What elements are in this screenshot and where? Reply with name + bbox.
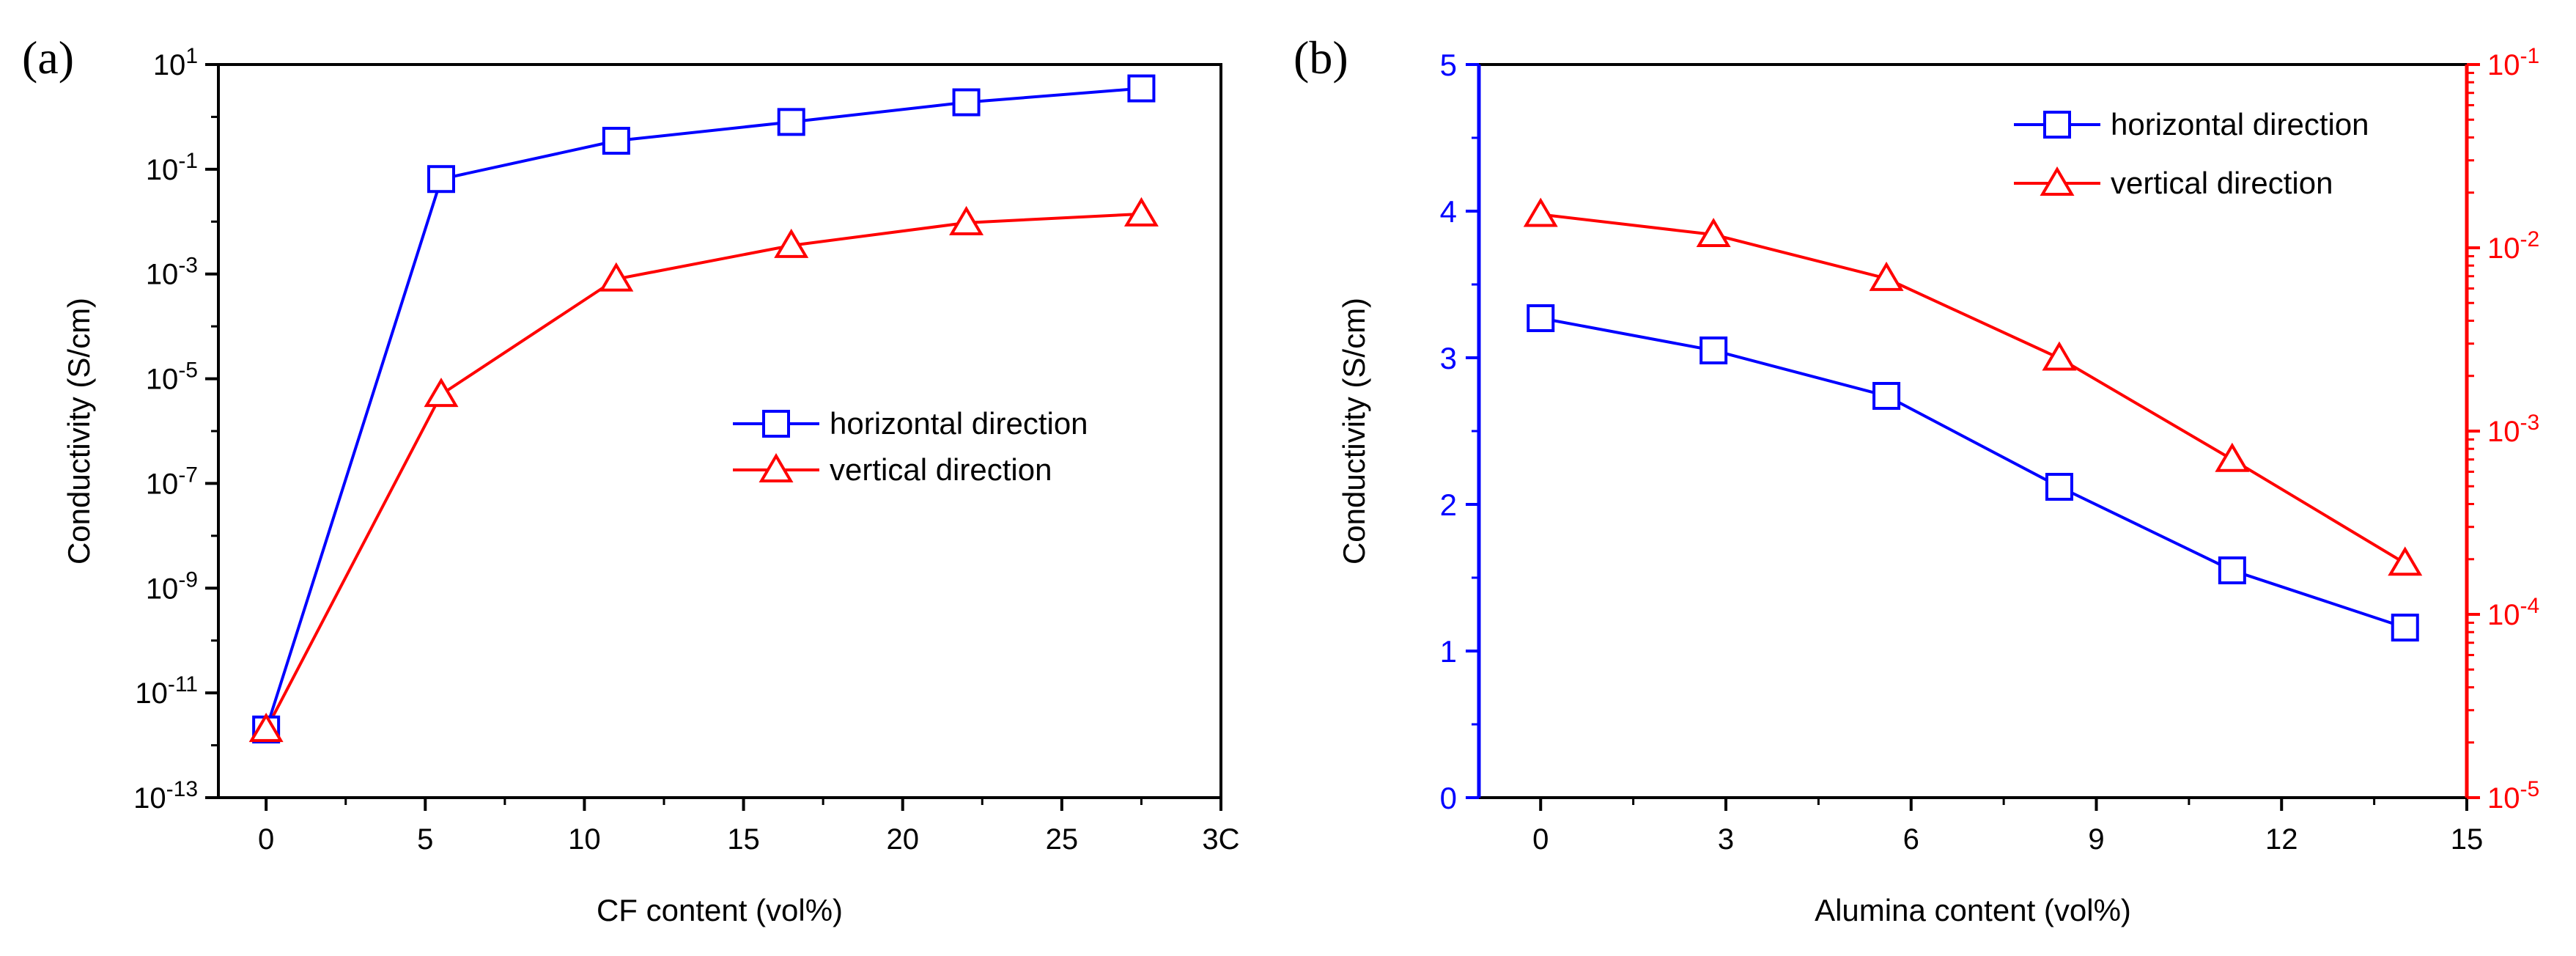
panel-a-x-tick-label: 15 bbox=[727, 823, 760, 856]
panel-b-legend-label: horizontal direction bbox=[2111, 107, 2369, 141]
panel-b-point-vertical bbox=[2215, 442, 2250, 472]
panel-b-right-y-tick-label: 10-5 bbox=[2487, 777, 2539, 815]
panel-a-series-line-0 bbox=[265, 87, 1142, 730]
panel-b-point-vertical bbox=[2388, 546, 2423, 576]
panel-b-series-line-0 bbox=[1540, 317, 2406, 629]
panel-a-point-horizontal bbox=[777, 108, 805, 136]
panel-a-legend-label: horizontal direction bbox=[830, 406, 1088, 441]
panel-a-label: (a) bbox=[22, 32, 74, 84]
panel-b-point-vertical bbox=[1696, 218, 1731, 248]
panel-b-legend-marker bbox=[2043, 111, 2071, 139]
panel-a-x-tick-label: 3C bbox=[1202, 823, 1239, 856]
panel-b-legend-label: vertical direction bbox=[2111, 166, 2333, 200]
panel-b-legend: horizontal direction vertical direction bbox=[2014, 107, 2369, 200]
panel-a-point-vertical bbox=[949, 205, 984, 235]
panel-a-markers bbox=[248, 74, 1159, 744]
panel-a-y-tick-label: 101 bbox=[153, 44, 198, 81]
panel-a-legend: horizontal direction vertical direction bbox=[733, 406, 1088, 487]
panel-b-point-horizontal bbox=[2218, 556, 2246, 584]
panel-a: (a) 0 5 10 15 20 25 3C 10-13 10-11 10-9 10-7 10-5 10… bbox=[22, 32, 1240, 927]
panel-b-right-y-tick-label: 10-3 bbox=[2487, 411, 2539, 448]
panel-a-x-tick-label: 10 bbox=[568, 823, 601, 856]
panel-b-point-horizontal bbox=[2391, 614, 2419, 641]
panel-b-y-axis-label: Conductivity (S/cm) bbox=[1337, 298, 1371, 565]
panel-a-legend-marker bbox=[762, 410, 790, 438]
panel-b-left-y-tick-label: 0 bbox=[1440, 781, 1457, 815]
panel-b-label: (b) bbox=[1293, 32, 1348, 84]
panel-a-y-axis-label: Conductivity (S/cm) bbox=[62, 298, 96, 565]
panel-b-right-y-tick-label: 10-1 bbox=[2487, 44, 2539, 81]
panel-b-left-y-tick-label: 2 bbox=[1440, 488, 1457, 522]
panel-a-x-tick-label: 25 bbox=[1046, 823, 1079, 856]
panel-a-point-vertical bbox=[774, 228, 809, 258]
panel-b-right-y-tick-label: 10-2 bbox=[2487, 227, 2539, 265]
panel-a-point-vertical bbox=[424, 378, 459, 408]
panel-a-y-tick-label: 10-9 bbox=[146, 567, 198, 605]
panel-a-y-tick-label: 10-1 bbox=[146, 149, 198, 186]
panel-a-ticks: 0 5 10 15 20 25 3C 10-13 10-11 10-9 10-7 10-5 10-3 10… bbox=[133, 44, 1239, 856]
panel-b-right-y-tick-label: 10-4 bbox=[2487, 594, 2539, 631]
panel-b-series-line-1 bbox=[1540, 213, 2406, 565]
panel-a-point-horizontal bbox=[1127, 74, 1156, 103]
panel-a-x-tick-label: 20 bbox=[886, 823, 919, 856]
panel-a-y-tick-label: 10-13 bbox=[133, 777, 198, 815]
panel-a-legend-marker bbox=[759, 453, 794, 482]
panel-b-left-y-tick-label: 4 bbox=[1440, 194, 1457, 229]
panel-a-point-vertical bbox=[599, 262, 634, 292]
panel-b-left-y-tick-label: 3 bbox=[1440, 341, 1457, 375]
panel-b-x-tick-label: 15 bbox=[2451, 823, 2484, 856]
panel-a-x-axis-label: CF content (vol%) bbox=[597, 893, 843, 927]
panel-b-legend-marker bbox=[2040, 166, 2075, 196]
panel-b-x-tick-label: 12 bbox=[2265, 823, 2298, 856]
panel-b-point-horizontal bbox=[1872, 382, 1901, 410]
panel-b-x-tick-label: 3 bbox=[1718, 823, 1734, 856]
panel-a-series-lines bbox=[265, 87, 1142, 730]
panel-b-point-horizontal bbox=[1527, 304, 1555, 332]
panel-a-x-tick-label: 0 bbox=[258, 823, 274, 856]
panel-b-point-vertical bbox=[2042, 341, 2077, 371]
panel-a-x-tick-label: 5 bbox=[417, 823, 433, 856]
panel-a-point-vertical bbox=[248, 713, 284, 743]
panel-b-x-tick-label: 0 bbox=[1532, 823, 1549, 856]
panel-a-point-vertical bbox=[1123, 196, 1159, 227]
panel-a-point-horizontal bbox=[427, 165, 455, 194]
panel-b-point-vertical bbox=[1523, 197, 1558, 227]
panel-b-x-tick-label: 9 bbox=[2088, 823, 2104, 856]
panel-a-point-horizontal bbox=[952, 88, 981, 117]
panel-b-x-tick-label: 6 bbox=[1903, 823, 1919, 856]
panel-b-point-horizontal bbox=[1700, 337, 1728, 364]
panel-a-y-tick-label: 10-11 bbox=[135, 672, 198, 710]
panel-a-y-tick-label: 10-3 bbox=[146, 254, 198, 291]
panel-a-y-tick-label: 10-5 bbox=[146, 358, 198, 396]
panel-b-left-y-tick-label: 1 bbox=[1440, 634, 1457, 669]
panel-b-point-vertical bbox=[1869, 261, 1904, 291]
panel-b-series-lines bbox=[1540, 213, 2406, 629]
panel-b-left-y-tick-label: 5 bbox=[1440, 48, 1457, 82]
panel-a-point-horizontal bbox=[602, 126, 630, 155]
panel-b-point-horizontal bbox=[2045, 473, 2073, 501]
panel-b-markers bbox=[1523, 197, 2423, 641]
panel-b-x-axis-label: Alumina content (vol%) bbox=[1815, 893, 2131, 927]
panel-a-legend-label: vertical direction bbox=[830, 452, 1052, 487]
panel-a-y-tick-label: 10-7 bbox=[146, 463, 198, 500]
panel-a-series-line-1 bbox=[265, 212, 1142, 730]
